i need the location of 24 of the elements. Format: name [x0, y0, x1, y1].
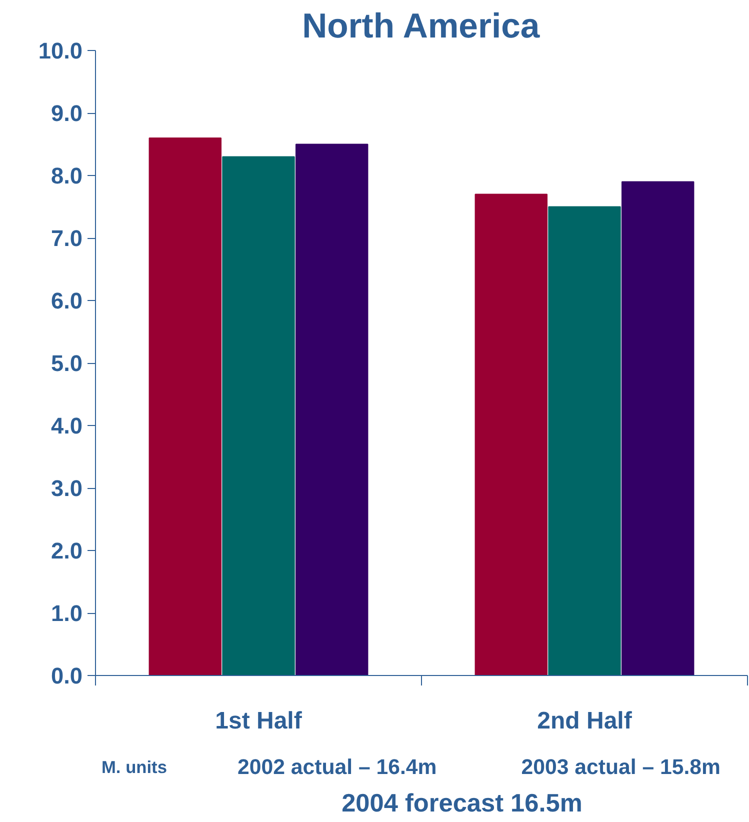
bar: [222, 156, 295, 676]
y-tick-label: 4.0: [51, 412, 83, 438]
y-tick-label: 6.0: [51, 288, 83, 314]
text: 2003 actual – 15.8m: [521, 755, 720, 780]
bar: [148, 138, 222, 676]
bar: [295, 144, 368, 676]
x-tick-label: 1st Half: [215, 708, 303, 734]
y-tick-label: 3.0: [51, 475, 83, 501]
y-tick-label: 5.0: [51, 350, 83, 376]
chart-title: North America: [302, 8, 540, 46]
bar: [474, 194, 548, 676]
y-tick-label: 0.0: [51, 662, 83, 688]
bar: [548, 206, 621, 676]
text: 2002 actual – 16.4m: [238, 755, 437, 780]
text: M. units: [102, 757, 167, 778]
y-tick-label: 9.0: [51, 100, 83, 126]
text: 2004 forecast 16.5m: [342, 789, 582, 818]
y-tick-label: 10.0: [38, 38, 83, 64]
y-tick-label: 1.0: [51, 600, 83, 626]
y-tick-label: 2.0: [51, 538, 83, 564]
y-tick-label: 8.0: [51, 162, 83, 188]
bar: [621, 181, 694, 676]
x-tick-label: 2nd Half: [537, 708, 633, 734]
y-tick-label: 7.0: [51, 225, 83, 251]
